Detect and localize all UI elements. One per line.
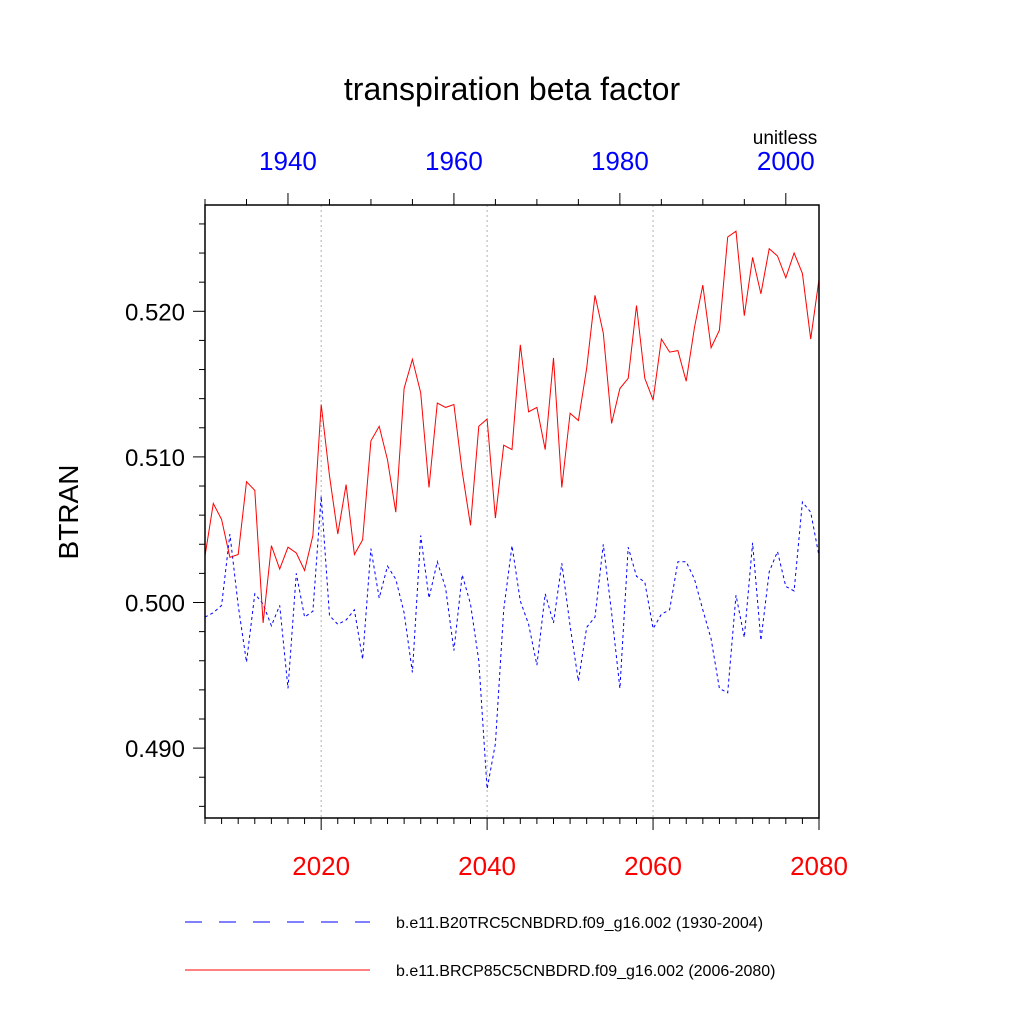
legend: b.e11.B20TRC5CNBDRD.f09_g16.002 (1930-20… xyxy=(185,915,775,980)
top-tick-label: 2000 xyxy=(757,146,815,176)
series-group xyxy=(204,230,820,789)
bottom-tick-label: 2040 xyxy=(458,851,516,881)
chart-title: transpiration beta factor xyxy=(344,71,681,107)
plot-frame xyxy=(204,204,820,819)
legend-entry: b.e11.B20TRC5CNBDRD.f09_g16.002 (1930-20… xyxy=(396,915,763,932)
y-tick-label: 0.500 xyxy=(125,591,185,618)
y-tick-label: 0.510 xyxy=(125,445,185,472)
legend-entry: b.e11.BRCP85C5CNBDRD.f09_g16.002 (2006-2… xyxy=(396,963,775,980)
bottom-tick-label: 2020 xyxy=(292,851,350,881)
y-tick-label: 0.520 xyxy=(125,299,185,326)
bottom-tick-label: 2080 xyxy=(790,851,848,881)
top-tick-label: 1940 xyxy=(259,146,317,176)
grid-lines xyxy=(320,205,654,818)
y-tick-label: 0.490 xyxy=(125,736,185,763)
series-line-historical xyxy=(204,496,820,789)
top-tick-label: 1980 xyxy=(591,146,649,176)
top-tick-label: 1960 xyxy=(425,146,483,176)
bottom-tick-label: 2060 xyxy=(624,851,682,881)
series-line-rcp85 xyxy=(204,230,820,623)
axes-group: 0.490 0.500 0.510 0.520 2020 2040 2060 2080 1940… xyxy=(125,146,848,881)
units-label: unitless xyxy=(753,128,817,149)
y-axis-label: BTRAN xyxy=(53,465,84,560)
